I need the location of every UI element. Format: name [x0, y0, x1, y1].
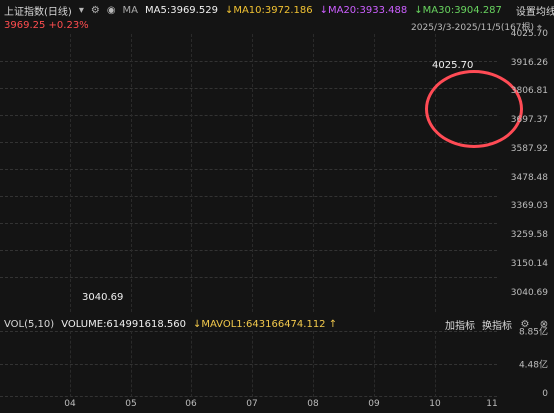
chart-header: 上证指数(日线) ▾ ⚙ ◉ MA MA5:3969.529 ↓MA10:397… [4, 2, 554, 18]
month-grid-line [191, 331, 192, 397]
indicator-close-icon[interactable]: ⊗ [539, 318, 549, 330]
volume-indicator-label: VOL(5,10) [4, 318, 55, 330]
month-grid-line [131, 331, 132, 397]
month-grid-line [131, 34, 132, 312]
mavol-value: ↓MAVOL1:643166474.112 ↑ [192, 318, 338, 330]
month-grid-line [374, 34, 375, 312]
price-grid-line [0, 196, 497, 197]
volume-axis-label: 8.85亿 [518, 327, 548, 338]
month-grid-line [435, 331, 436, 397]
high-price-annotation: 4025.70 [432, 60, 474, 71]
price-axis-label: 3697.37 [510, 115, 548, 125]
ma30-value: ↓MA30:3904.287 [414, 4, 502, 16]
volume-value: VOLUME:614991618.560 [61, 318, 186, 330]
time-axis: 04 05 06 07 08 09 10 11 [0, 399, 497, 413]
volume-chart-panel[interactable] [0, 331, 497, 397]
price-grid-line [0, 142, 497, 143]
recent-high-highlight [425, 70, 523, 148]
pin-icon[interactable]: ⌖ [536, 23, 542, 33]
volume-grid-line [0, 364, 497, 365]
price-grid-line [0, 88, 497, 89]
indicator-settings-icon[interactable]: ⚙ [520, 318, 530, 330]
dropdown-chevron-icon[interactable]: ▾ [78, 4, 84, 16]
ma-settings-button[interactable]: 设置均线 [515, 6, 554, 18]
price-grid-line [0, 223, 497, 224]
price-axis: 4025.70 3916.26 3806.81 3697.37 3587.92 … [496, 29, 548, 312]
add-indicator-button[interactable]: 加指标 [445, 320, 475, 332]
month-grid-line [252, 34, 253, 312]
volume-axis-label: 4.48亿 [518, 360, 548, 371]
time-axis-label: 10 [429, 399, 441, 409]
month-grid-line [374, 331, 375, 397]
time-axis-label: 11 [486, 399, 498, 409]
settings-gear-icon[interactable]: ⚙ [90, 4, 100, 16]
price-grid-line [0, 61, 497, 62]
price-axis-label: 3806.81 [510, 86, 548, 96]
low-price-annotation: 3040.69 [82, 292, 124, 303]
price-axis-label: 3040.69 [510, 288, 548, 298]
time-axis-label: 06 [185, 399, 197, 409]
price-axis-label: 3478.48 [510, 173, 548, 183]
time-axis-label: 07 [246, 399, 258, 409]
visibility-eye-icon[interactable]: ◉ [106, 4, 116, 16]
switch-indicator-button[interactable]: 换指标 [482, 320, 512, 332]
month-grid-line [191, 34, 192, 312]
price-grid-line [0, 250, 497, 251]
price-axis-label: 3369.03 [510, 201, 548, 211]
price-axis-label: 3259.58 [510, 230, 548, 240]
month-grid-line [70, 331, 71, 397]
price-grid-line [0, 169, 497, 170]
price-chart-panel[interactable]: 4025.70 3040.69 [0, 34, 523, 312]
month-grid-line [313, 331, 314, 397]
ma5-value: MA5:3969.529 [145, 4, 218, 16]
price-grid-line [0, 277, 497, 278]
price-axis-label: 4025.70 [510, 29, 548, 39]
time-axis-label: 08 [307, 399, 319, 409]
month-grid-line [252, 331, 253, 397]
ma10-value: ↓MA10:3972.186 [224, 4, 313, 16]
chart-title: 上证指数(日线) [4, 6, 72, 18]
price-change: 3969.25 +0.23% [4, 20, 89, 31]
volume-header: VOL(5,10) VOLUME:614991618.560 ↓MAVOL1:6… [4, 316, 550, 332]
volume-grid-line [0, 331, 497, 332]
time-axis-label: 09 [368, 399, 380, 409]
volume-axis: 8.85亿 4.48亿 0 [496, 328, 548, 400]
date-range: 2025/3/3-2025/11/5(167根) ⌖ [411, 20, 542, 33]
date-range-text: 2025/3/3-2025/11/5(167根) [411, 23, 535, 33]
volume-grid-line [0, 396, 497, 397]
price-grid-line [0, 115, 497, 116]
month-grid-line [70, 34, 71, 312]
time-axis-label: 04 [64, 399, 76, 409]
price-axis-label: 3150.14 [510, 259, 548, 269]
volume-axis-label: 0 [542, 389, 548, 399]
month-grid-line [313, 34, 314, 312]
ma20-value: ↓MA20:3933.488 [319, 4, 408, 16]
ma-label: MA [122, 4, 139, 16]
price-axis-label: 3587.92 [510, 144, 548, 154]
month-grid-line [435, 34, 436, 312]
price-axis-label: 3916.26 [510, 58, 548, 68]
time-axis-label: 05 [125, 399, 137, 409]
